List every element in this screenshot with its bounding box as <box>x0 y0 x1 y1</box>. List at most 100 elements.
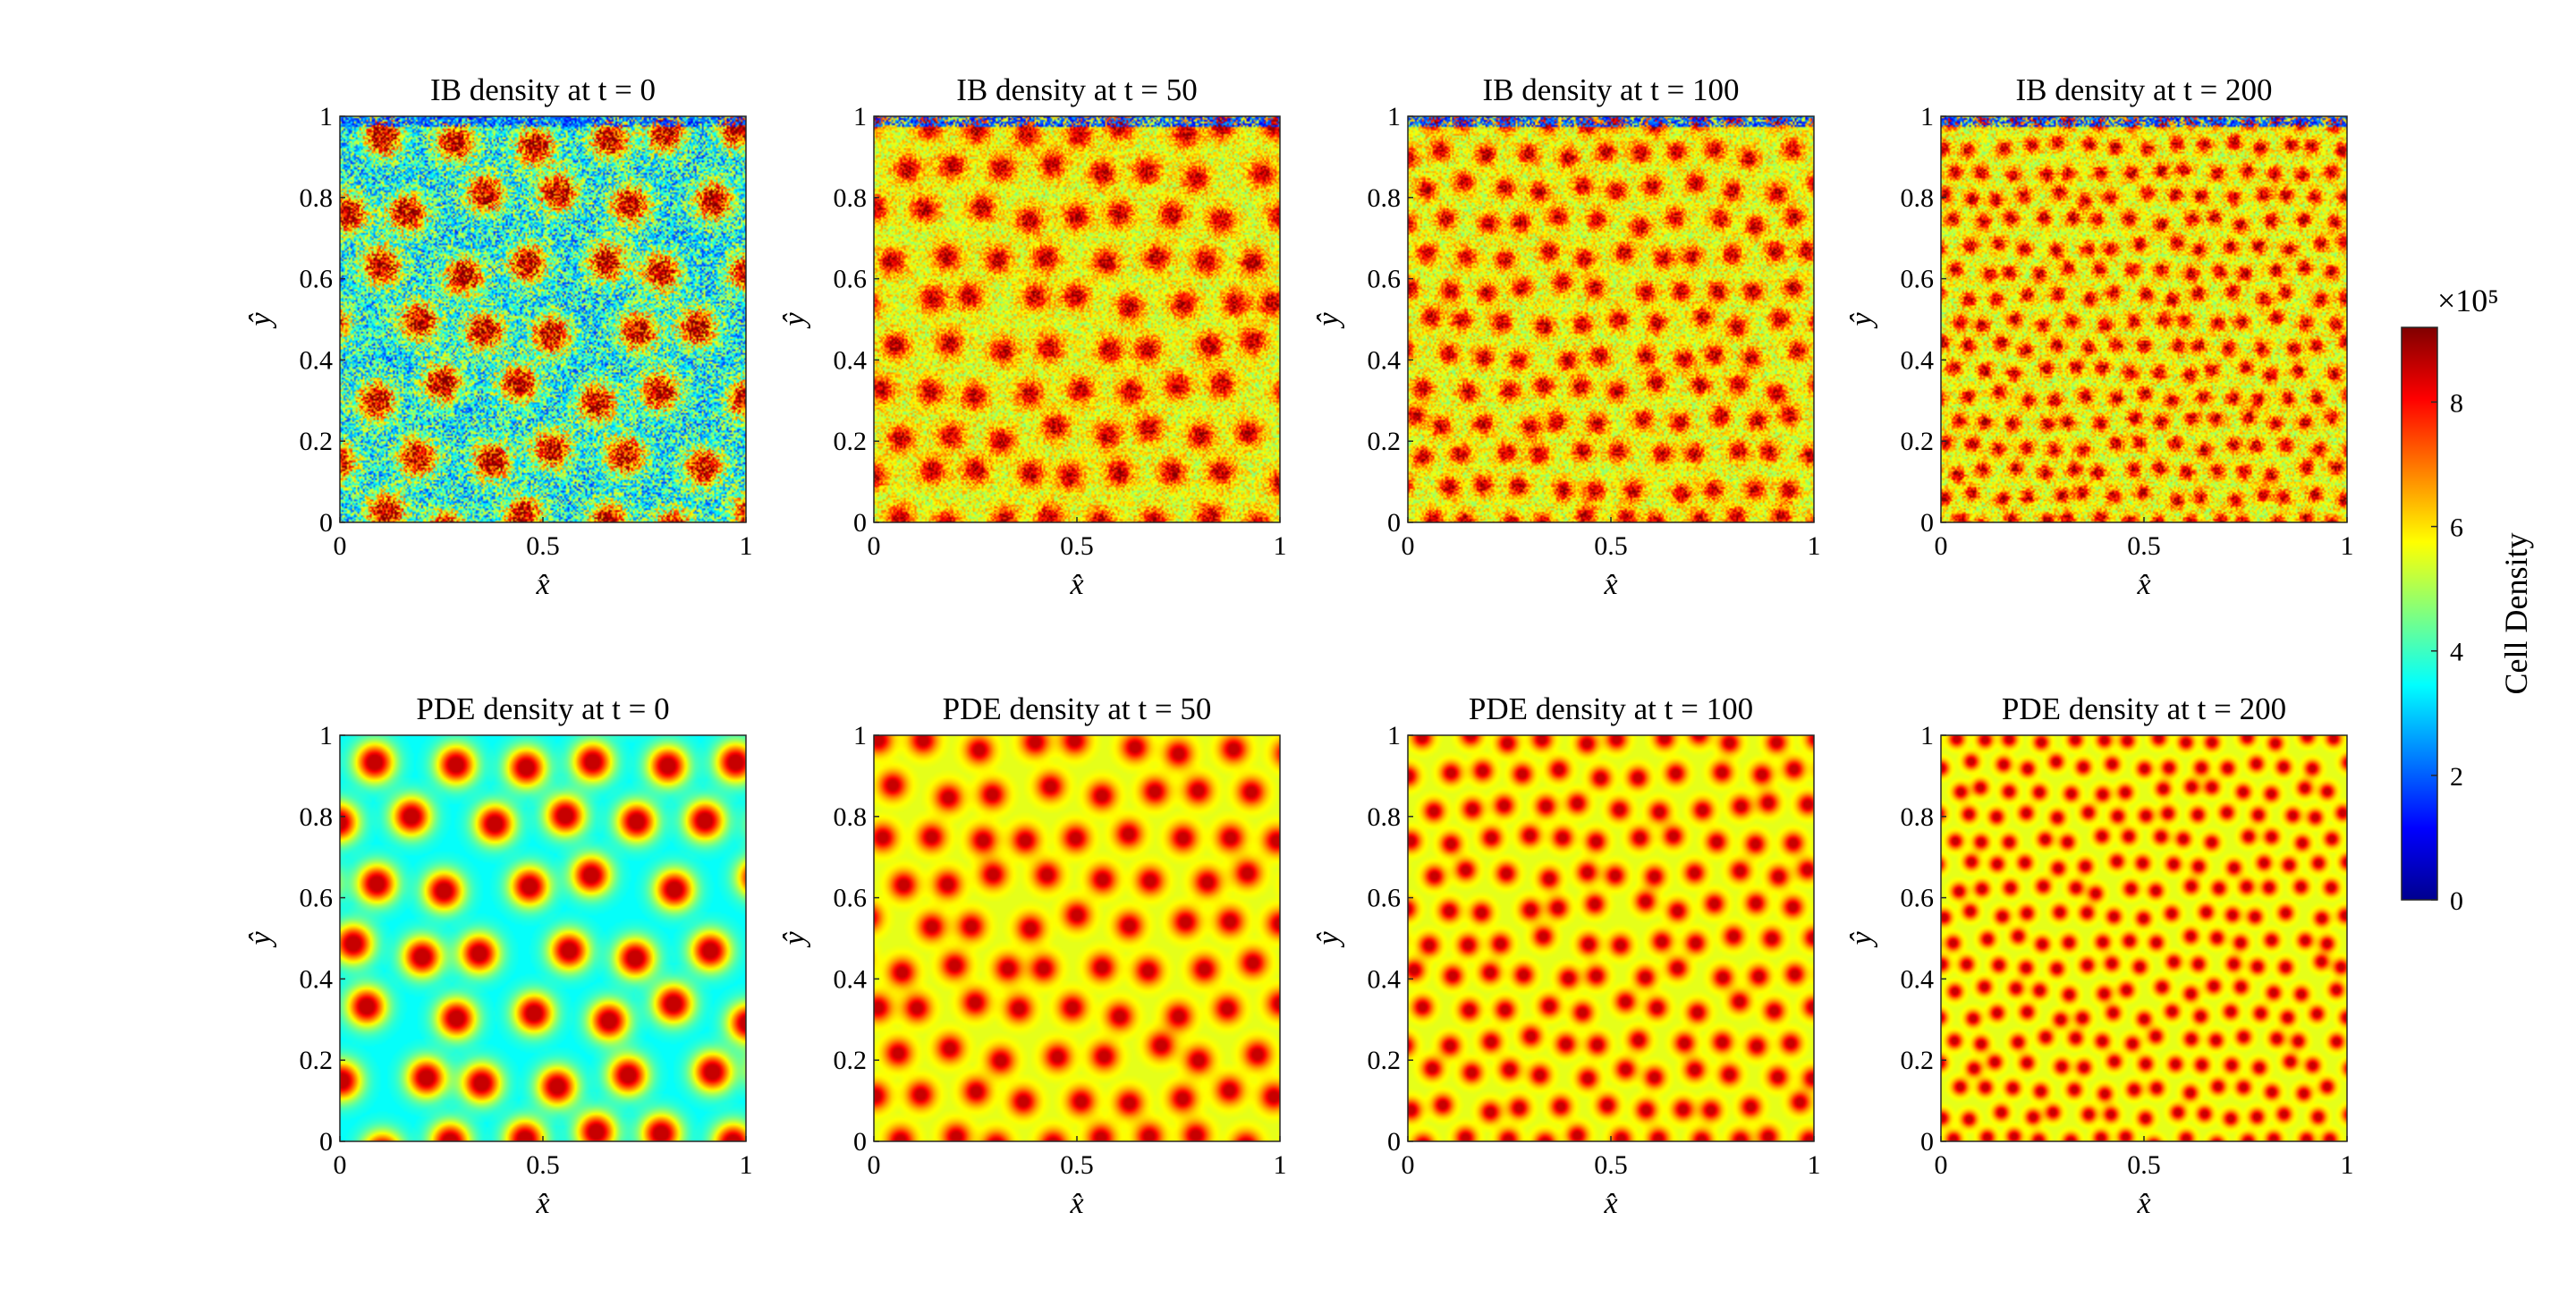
x-tick-label: 1 <box>1274 531 1287 561</box>
panel-title: IB density at t = 0 <box>430 72 656 107</box>
panel-ib-t0: IB density at t = 0 0 0.2 0.4 0.6 0.8 1 0 0.5 1 x̂… <box>244 72 753 601</box>
density-heatmap <box>340 116 746 522</box>
colorbar-tick-label: 2 <box>2450 762 2463 792</box>
panel-pde-t100: PDE density at t = 100 0 0.2 0.4 0.6 0.8 1 0 0.5… <box>1312 691 1821 1220</box>
panel-ib-t200: IB density at t = 200 0 0.2 0.4 0.6 0.8 1 0 0.5 1… <box>1845 72 2354 601</box>
x-tick-label: 0 <box>868 1150 881 1180</box>
x-tick-label: 0 <box>868 531 881 561</box>
panel-title: IB density at t = 100 <box>1482 72 1739 107</box>
y-tick-label: 0.8 <box>834 183 868 213</box>
x-axis-label: x̂ <box>535 568 549 601</box>
colorbar-label: Cell Density <box>2498 533 2534 695</box>
x-tick-label: 0.5 <box>2127 1150 2161 1180</box>
x-tick-label: 1 <box>1808 1150 1821 1180</box>
y-tick-label: 1 <box>319 102 333 131</box>
y-tick-label: 0.2 <box>1901 1046 1935 1075</box>
y-tick-label: 0.6 <box>1901 265 1935 294</box>
x-axis-label: x̂ <box>535 1187 549 1220</box>
x-tick-label: 0.5 <box>1594 531 1628 561</box>
y-tick-label: 0.4 <box>1368 964 1402 994</box>
y-tick-label: 0.4 <box>1901 964 1935 994</box>
y-tick-label: 1 <box>853 102 867 131</box>
panel-title: PDE density at t = 50 <box>943 691 1212 726</box>
x-axis-label: x̂ <box>1603 1187 1617 1220</box>
panel-title: IB density at t = 200 <box>2015 72 2272 107</box>
x-tick-label: 1 <box>1808 531 1821 561</box>
density-heatmap <box>874 116 1280 522</box>
y-tick-label: 0.4 <box>1368 345 1402 375</box>
x-axis-label: x̂ <box>2136 1187 2150 1220</box>
y-tick-label: 0.2 <box>300 1046 334 1075</box>
y-tick-label: 0 <box>1387 1127 1401 1157</box>
y-tick-label: 0.4 <box>1901 345 1935 375</box>
y-tick-label: 1 <box>1387 721 1401 750</box>
density-heatmap <box>1408 116 1814 522</box>
x-axis-label: x̂ <box>1069 1187 1083 1220</box>
x-tick-label: 1 <box>740 531 753 561</box>
density-heatmap <box>1941 116 2347 522</box>
y-tick-label: 0 <box>319 508 333 538</box>
y-axis-label: ŷ <box>244 312 277 329</box>
y-tick-label: 0.2 <box>834 1046 868 1075</box>
y-tick-label: 0 <box>1920 1127 1934 1157</box>
density-heatmap <box>340 735 746 1141</box>
y-tick-label: 0.2 <box>1368 427 1402 456</box>
y-tick-label: 0.8 <box>300 183 334 213</box>
y-tick-label: 0.6 <box>834 265 868 294</box>
density-heatmap <box>874 735 1280 1141</box>
y-tick-label: 0.8 <box>1901 183 1935 213</box>
x-tick-label: 0 <box>334 1150 347 1180</box>
colorbar-exponent: ×10⁵ <box>2437 283 2499 318</box>
y-tick-label: 0 <box>853 1127 867 1157</box>
x-tick-label: 0.5 <box>1060 531 1094 561</box>
y-tick-label: 0.2 <box>300 427 334 456</box>
x-tick-label: 1 <box>740 1150 753 1180</box>
colorbar-tick-label: 6 <box>2450 513 2463 543</box>
y-tick-label: 0.6 <box>834 884 868 913</box>
y-tick-label: 0.8 <box>1368 802 1402 832</box>
y-tick-label: 1 <box>319 721 333 750</box>
x-tick-label: 0.5 <box>1594 1150 1628 1180</box>
y-tick-label: 0.6 <box>300 265 334 294</box>
colorbar-tick-label: 0 <box>2450 886 2463 916</box>
y-axis-label: ŷ <box>1312 931 1345 948</box>
y-axis-label: ŷ <box>244 931 277 948</box>
x-axis-label: x̂ <box>1603 568 1617 601</box>
panel-ib-t50: IB density at t = 50 0 0.2 0.4 0.6 0.8 1 0 0.5 1 x… <box>778 72 1287 601</box>
x-tick-label: 0 <box>1402 531 1415 561</box>
panel-title: IB density at t = 50 <box>956 72 1198 107</box>
x-tick-label: 0 <box>1402 1150 1415 1180</box>
x-axis-label: x̂ <box>1069 568 1083 601</box>
panel-pde-t0: PDE density at t = 0 0 0.2 0.4 0.6 0.8 1 0 0.5 1 x… <box>244 691 753 1220</box>
y-tick-label: 0 <box>319 1127 333 1157</box>
y-axis-label: ŷ <box>778 312 811 329</box>
panel-title: PDE density at t = 100 <box>1469 691 1753 726</box>
panel-title: PDE density at t = 0 <box>416 691 669 726</box>
y-tick-label: 0.2 <box>1368 1046 1402 1075</box>
y-tick-label: 0.8 <box>1368 183 1402 213</box>
x-tick-label: 0 <box>1935 531 1948 561</box>
y-axis-label: ŷ <box>778 931 811 948</box>
y-tick-label: 0.8 <box>834 802 868 832</box>
x-tick-label: 0 <box>334 531 347 561</box>
y-tick-label: 0.4 <box>834 345 868 375</box>
y-tick-label: 0.8 <box>1901 802 1935 832</box>
x-tick-label: 0.5 <box>1060 1150 1094 1180</box>
panels-grid: IB density at t = 0 0 0.2 0.4 0.6 0.8 1 0 0.5 1 x̂… <box>244 72 2354 1220</box>
colorbar: 0 2 4 6 8 ×10⁵ Cell Density <box>2401 283 2534 916</box>
y-tick-label: 0 <box>853 508 867 538</box>
y-tick-label: 0.4 <box>834 964 868 994</box>
y-tick-label: 0 <box>1387 508 1401 538</box>
y-tick-label: 1 <box>1387 102 1401 131</box>
x-tick-label: 0.5 <box>526 531 560 561</box>
panel-ib-t100: IB density at t = 100 0 0.2 0.4 0.6 0.8 1 0 0.5 1… <box>1312 72 1821 601</box>
x-tick-label: 1 <box>2341 1150 2354 1180</box>
y-tick-label: 0.8 <box>300 802 334 832</box>
y-tick-label: 0.6 <box>300 884 334 913</box>
x-axis-label: x̂ <box>2136 568 2150 601</box>
y-tick-label: 0.6 <box>1901 884 1935 913</box>
x-tick-label: 0.5 <box>2127 531 2161 561</box>
y-axis-label: ŷ <box>1845 312 1878 329</box>
density-heatmap <box>1941 735 2347 1141</box>
